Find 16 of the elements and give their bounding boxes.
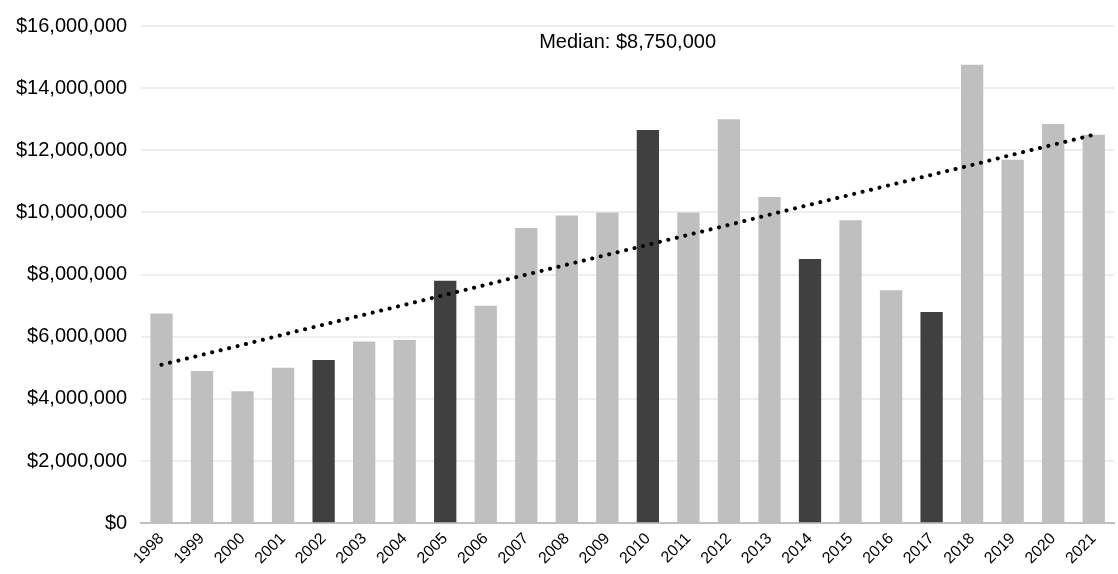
y-tick-label: $8,000,000 [27, 262, 128, 285]
y-tick-label: $2,000,000 [27, 448, 128, 471]
bar [920, 311, 943, 523]
y-tick-label: $0 [104, 510, 128, 533]
y-tick-label: $14,000,000 [15, 75, 128, 98]
bar [636, 130, 660, 523]
y-tick-label: $4,000,000 [27, 386, 128, 409]
line-series [159, 132, 1096, 367]
y-tick-label: $10,000,000 [15, 199, 128, 222]
y-tick-label: $16,000,000 [15, 13, 128, 36]
bar [798, 259, 822, 523]
bar [312, 360, 335, 523]
bar [434, 280, 457, 523]
y-tick-label: $6,000,000 [27, 324, 128, 347]
annotation: Median: $8,750,000 [539, 29, 717, 52]
y-tick-label: $12,000,000 [15, 137, 128, 160]
